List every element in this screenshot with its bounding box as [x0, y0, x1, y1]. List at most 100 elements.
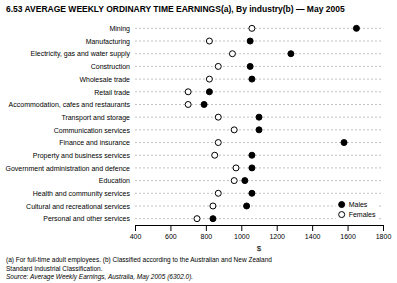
- y-tick-label: Electricity, gas and water supply: [31, 50, 131, 58]
- legend-label: Males: [349, 201, 368, 208]
- y-tick-label: Personal and other services: [43, 215, 130, 222]
- dot: [247, 38, 253, 44]
- dot: [244, 203, 250, 209]
- y-tick-label: Transport and storage: [61, 114, 130, 122]
- y-tick: Property and business services: [33, 152, 131, 160]
- y-tick-label: Property and business services: [33, 152, 131, 160]
- x-tick: 600: [165, 225, 177, 240]
- y-axis: Mining Manufacturing Electricity, gas and …: [5, 25, 130, 222]
- dot: [249, 165, 255, 171]
- row-guide: [135, 91, 383, 92]
- legend-item: Females: [339, 211, 376, 218]
- dot: [206, 76, 212, 82]
- legend: Males Females: [336, 198, 379, 221]
- x-tick-label: 600: [165, 233, 177, 240]
- row-guide: [135, 66, 383, 67]
- x-tick-label: 1800: [376, 233, 392, 240]
- row-guide: [135, 193, 383, 194]
- y-tick-label: Cultural and recreational services: [26, 203, 130, 210]
- y-tick-label: Accommodation, cafes and restaurants: [9, 101, 131, 108]
- dot: [353, 25, 359, 31]
- dot: [201, 101, 207, 107]
- x-tick-label: 800: [201, 233, 213, 240]
- row-guide: [135, 167, 383, 168]
- y-tick-label: Retail trade: [94, 89, 130, 96]
- x-tick-mark: [348, 225, 349, 231]
- dot: [341, 140, 347, 146]
- dot: [233, 165, 239, 171]
- y-tick: Electricity, gas and water supply: [31, 50, 131, 58]
- annotation: Source: Average Weekly Earnings, Austral…: [6, 273, 193, 281]
- x-tick: 1200: [269, 225, 285, 240]
- y-tick-label: Finance and insurance: [59, 139, 130, 146]
- dot: [247, 63, 253, 69]
- x-tick-label: 1000: [234, 233, 250, 240]
- y-tick: Accommodation, cafes and restaurants: [9, 101, 131, 108]
- dot: [242, 178, 248, 184]
- y-tick-label: Health and community services: [33, 190, 131, 198]
- x-tick-mark: [312, 225, 313, 231]
- x-axis-label: $: [257, 244, 262, 253]
- dot: [185, 101, 191, 107]
- y-tick: Construction: [91, 63, 130, 70]
- dot: [256, 114, 262, 120]
- y-tick-label: Government administration and defence: [5, 165, 130, 172]
- x-axis-line: [136, 226, 384, 232]
- dot: [231, 127, 237, 133]
- x-tick: 1600: [340, 225, 356, 240]
- x-tick: 1000: [234, 225, 250, 240]
- x-tick-mark: [277, 225, 278, 231]
- dot: [206, 89, 212, 95]
- y-tick: Finance and insurance: [59, 139, 130, 146]
- x-tick-label: 1600: [340, 233, 356, 240]
- row-guide: [135, 79, 383, 80]
- dot: [215, 140, 221, 146]
- dot: [249, 25, 255, 31]
- dot: [215, 190, 221, 196]
- legend-background: [336, 198, 379, 221]
- dot: [210, 203, 216, 209]
- dot: [206, 38, 212, 44]
- legend-symbol: [339, 202, 345, 208]
- row-guide: [135, 104, 383, 105]
- dot: [249, 190, 255, 196]
- series: [201, 25, 359, 221]
- dot: [229, 51, 235, 57]
- y-tick: Wholesale trade: [79, 76, 130, 83]
- y-tick: Education: [99, 177, 130, 184]
- y-tick: Communication services: [54, 127, 131, 134]
- x-tick-label: 400: [130, 233, 142, 240]
- y-tick-label: Education: [99, 177, 130, 184]
- dot: [288, 51, 294, 57]
- x-tick-mark: [383, 225, 384, 231]
- dot: [210, 216, 216, 222]
- x-tick-mark: [241, 225, 242, 231]
- y-tick: Cultural and recreational services: [26, 203, 130, 210]
- plot-area: [135, 25, 383, 221]
- legend-label: Females: [349, 211, 376, 218]
- y-tick: Manufacturing: [86, 38, 130, 46]
- y-tick-label: Wholesale trade: [79, 76, 130, 83]
- dot: [249, 76, 255, 82]
- title: 6.53 AVERAGE WEEKLY ORDINARY TIME EARNIN…: [6, 4, 345, 14]
- y-tick-label: Communication services: [54, 127, 131, 134]
- y-tick: Mining: [109, 25, 130, 33]
- x-tick: 1800: [376, 225, 392, 240]
- y-tick: Transport and storage: [61, 114, 130, 122]
- y-tick-label: Construction: [91, 63, 130, 70]
- x-axis: 400 600 800 1000 1200 1400 1600 1800: [130, 225, 392, 240]
- y-tick: Personal and other services: [43, 215, 130, 222]
- row-guide: [135, 155, 383, 156]
- annotation: (a) For full-time adult employees. (b) C…: [6, 256, 272, 264]
- dot: [231, 178, 237, 184]
- dot: [194, 216, 200, 222]
- x-tick-mark: [135, 225, 136, 231]
- row-guide: [135, 180, 383, 181]
- x-tick-label: 1200: [269, 233, 285, 240]
- y-tick: Health and community services: [33, 190, 131, 198]
- x-tick-mark: [170, 225, 171, 231]
- dot: [215, 114, 221, 120]
- x-tick: 1400: [305, 225, 321, 240]
- series: [185, 25, 255, 221]
- dot: [212, 152, 218, 158]
